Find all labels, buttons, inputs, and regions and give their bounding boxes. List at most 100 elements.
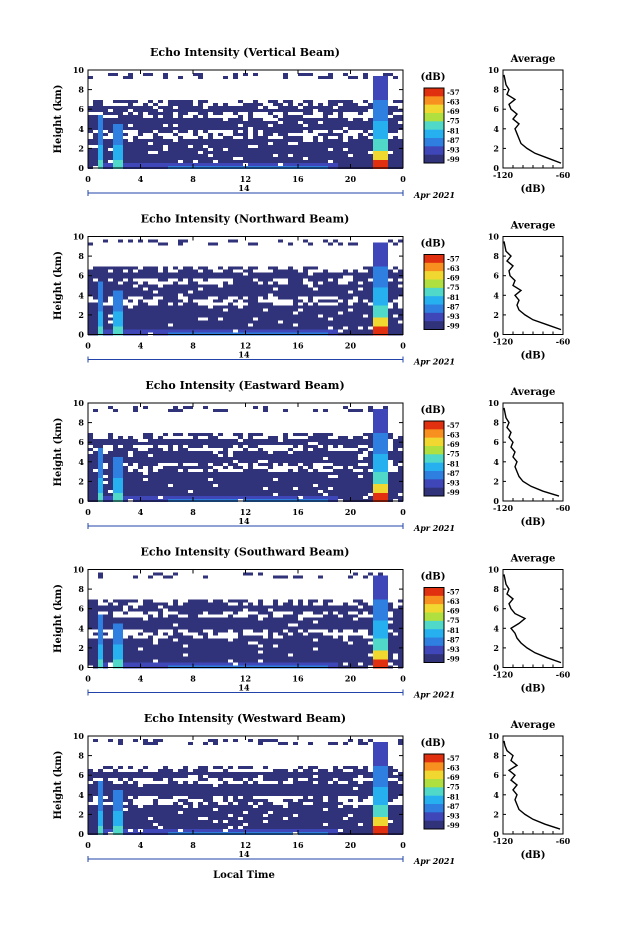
heatmap-cell — [113, 106, 118, 109]
heatmap-cell — [238, 115, 243, 118]
heatmap-cell — [388, 309, 393, 312]
heatmap-cell — [153, 463, 158, 466]
heatmap-cell — [343, 481, 348, 484]
heatmap-cell — [128, 481, 133, 484]
heatmap-cell — [223, 327, 228, 330]
heatmap-cell — [253, 100, 258, 103]
heatmap-cell — [183, 472, 188, 475]
heatmap-cell — [213, 109, 218, 112]
heatmap-cell — [303, 160, 308, 163]
heatmap-cell — [113, 409, 118, 412]
heatmap-cell — [283, 648, 288, 651]
heatmap-cell — [353, 154, 358, 157]
heatmap-cell — [283, 603, 288, 606]
heatmap-cell — [388, 327, 393, 330]
heatmap-cell — [238, 639, 243, 642]
heatmap-cell — [258, 484, 263, 487]
heatmap-cell — [263, 139, 268, 142]
heatmap-cell — [98, 279, 103, 282]
heatmap-cell — [328, 306, 333, 309]
heatmap-cell — [388, 130, 393, 133]
heatmap-cell — [173, 663, 178, 666]
heatmap-cell — [268, 436, 273, 439]
heatmap-cell — [358, 478, 363, 481]
heatmap-cell — [188, 472, 193, 475]
heatmap-cell — [343, 157, 348, 160]
heatmap-cell — [168, 118, 173, 121]
heatmap-cell — [263, 306, 268, 309]
heatmap-cell — [193, 621, 198, 624]
heatmap-cell — [368, 460, 373, 463]
heatmap-cell — [253, 621, 258, 624]
heatmap-cell — [368, 312, 373, 315]
heatmap-cell — [183, 285, 188, 288]
heatmap-cell — [238, 139, 243, 142]
heatmap-cell — [293, 445, 298, 448]
heatmap-cell — [293, 630, 298, 633]
heatmap-cell — [208, 270, 213, 273]
heatmap-cell — [138, 460, 143, 463]
heatmap-cell — [253, 124, 258, 127]
heatmap-cell — [358, 436, 363, 439]
heatmap-cell — [223, 136, 228, 139]
heatmap-cell — [88, 448, 93, 451]
heatmap-cell — [168, 448, 173, 451]
heatmap-cell — [248, 318, 253, 321]
date-day: 14 — [238, 350, 250, 360]
heatmap-cell — [133, 448, 138, 451]
heatmap-cell — [173, 151, 178, 154]
heatmap-cell — [343, 651, 348, 654]
heatmap-cell — [293, 109, 298, 112]
heatmap-cell — [263, 163, 268, 166]
heatmap-cell — [113, 493, 118, 496]
heatmap-cell — [183, 145, 188, 148]
heatmap-cell — [178, 312, 183, 315]
heatmap-cell — [268, 484, 273, 487]
heatmap-cell — [133, 294, 138, 297]
heatmap-cell — [193, 154, 198, 157]
heatmap-cell — [318, 475, 323, 478]
colorbar-segment — [424, 271, 444, 280]
heatmap-cell — [153, 145, 158, 148]
heatmap-cell — [118, 648, 123, 651]
heatmap-cell — [308, 327, 313, 330]
heatmap-cell — [268, 454, 273, 457]
heatmap-cell — [343, 297, 348, 300]
heatmap-cell — [283, 615, 288, 618]
heatmap-cell — [173, 460, 178, 463]
heatmap-cell — [173, 273, 178, 276]
heatmap-cell — [163, 73, 168, 76]
heatmap-cell — [303, 163, 308, 166]
heatmap-cell — [273, 639, 278, 642]
heatmap-cell — [178, 145, 183, 148]
heatmap-cell — [178, 288, 183, 291]
heatmap-cell — [173, 145, 178, 148]
heatmap-cell — [303, 276, 308, 279]
heatmap-cell — [258, 454, 263, 457]
heatmap-cell — [233, 279, 238, 282]
heatmap-cell — [108, 291, 113, 294]
heatmap-cell — [258, 451, 263, 454]
heatmap-cell — [318, 321, 323, 324]
heatmap-cell — [188, 615, 193, 618]
heatmap-cell — [283, 315, 288, 318]
heatmap-cell — [98, 624, 103, 627]
heatmap-cell — [283, 73, 288, 76]
heatmap-cell — [378, 160, 383, 163]
heatmap-cell — [143, 600, 148, 603]
heatmap-cell — [378, 285, 383, 288]
heatmap-cell — [213, 273, 218, 276]
heatmap-cell — [283, 309, 288, 312]
heatmap-cell — [223, 454, 228, 457]
heatmap-cell — [333, 312, 338, 315]
heatmap-cell — [228, 291, 233, 294]
colorbar-segment — [424, 471, 444, 480]
heatmap-cell — [368, 318, 373, 321]
heatmap-cell — [173, 490, 178, 493]
heatmap-cell — [293, 163, 298, 166]
heatmap-cell — [273, 130, 278, 133]
colorbar-tick-label: -81 — [447, 126, 460, 135]
heatmap-cell — [328, 118, 333, 121]
heatmap-cell — [323, 642, 328, 645]
heatmap-cell — [348, 76, 353, 79]
